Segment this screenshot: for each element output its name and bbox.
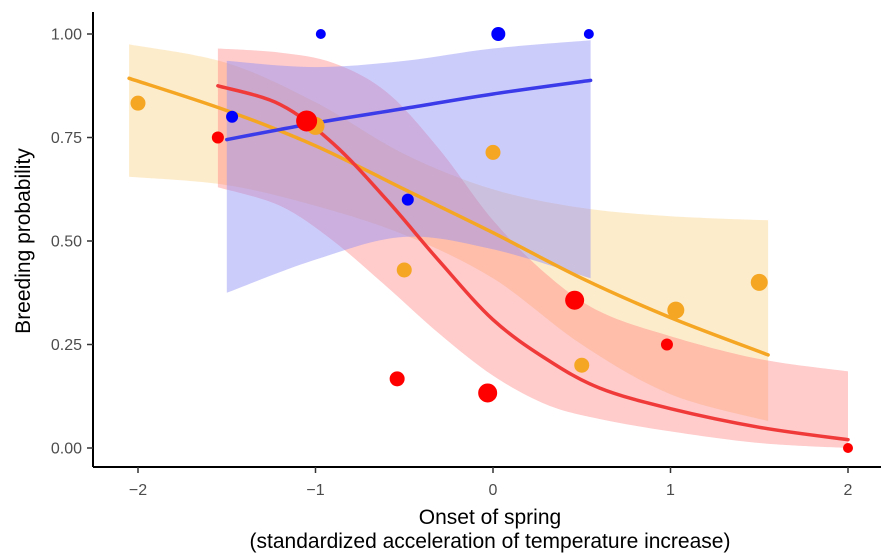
confidence-band-1 [217, 48, 848, 448]
data-point-1-5 [660, 338, 673, 351]
confidence-band-2 [226, 40, 591, 293]
fit-line-2 [225, 78, 593, 142]
y-axis-title: Breeding probability [12, 148, 35, 334]
y-tick-label-1: 0.25 [51, 337, 82, 354]
data-point-0-6 [667, 301, 685, 319]
data-points [130, 27, 853, 453]
data-point-0-5 [574, 357, 590, 373]
data-point-0-3 [396, 262, 412, 278]
data-point-2-4 [583, 29, 594, 39]
y-tick-label-0: 0.00 [51, 441, 82, 458]
x-axis-title-line2: (standardized acceleration of temperatur… [250, 530, 731, 553]
axes [92, 12, 881, 468]
data-point-1-6 [843, 443, 853, 453]
data-point-0-0 [130, 95, 146, 111]
x-tick-label-2: 0 [489, 482, 498, 499]
confidence-band-0 [129, 44, 769, 422]
x-tick-label-4: 2 [844, 482, 853, 499]
data-point-1-3 [478, 383, 498, 403]
data-point-2-1 [315, 29, 326, 39]
data-point-1-2 [389, 371, 405, 387]
x-tick-label-3: 1 [666, 482, 675, 499]
y-tick-label-4: 1.00 [51, 27, 82, 44]
data-point-2-3 [491, 27, 506, 41]
y-tick-label-3: 0.75 [51, 130, 82, 147]
data-point-2-0 [226, 110, 239, 123]
data-point-1-0 [211, 131, 224, 144]
data-point-2-2 [401, 193, 414, 206]
data-point-0-4 [485, 144, 501, 160]
x-axis-title-line1: Onset of spring [419, 506, 561, 529]
y-tick-label-2: 0.50 [51, 234, 82, 251]
data-point-1-1 [296, 110, 318, 132]
confidence-bands [129, 40, 848, 448]
data-point-1-4 [565, 290, 585, 310]
x-tick-label-0: −2 [129, 482, 147, 499]
x-ticks: −2 −1 0 1 2 [129, 467, 853, 499]
data-point-0-7 [750, 273, 768, 291]
x-tick-label-1: −1 [306, 482, 324, 499]
y-ticks: 0.00 0.25 0.50 0.75 1.00 [51, 27, 93, 458]
